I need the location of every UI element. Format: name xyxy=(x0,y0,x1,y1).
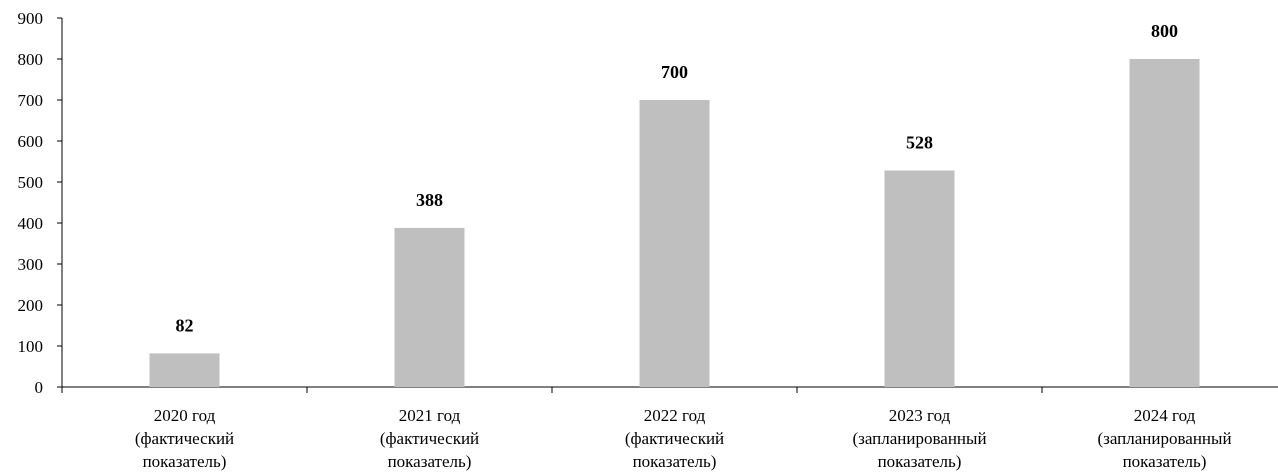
y-axis-ticks: 0 100 200 300 400 500 600 700 800 900 xyxy=(18,9,62,397)
data-label: 800 xyxy=(1151,21,1178,41)
category-label: 2020 год (фактический показатель) xyxy=(135,406,234,471)
y-tick-label: 0 xyxy=(35,378,44,397)
category-label-line: (фактический xyxy=(625,429,724,448)
data-labels-group: 82 388 700 528 800 xyxy=(176,21,1179,335)
category-label: 2023 год (запланированный показатель) xyxy=(852,406,986,471)
x-axis-ticks xyxy=(61,387,1043,393)
category-label: 2022 год (фактический показатель) xyxy=(625,406,724,471)
data-label: 82 xyxy=(176,315,194,335)
category-label-line: (фактический xyxy=(135,429,234,448)
y-tick-label: 800 xyxy=(18,50,44,69)
category-label: 2021 год (фактический показатель) xyxy=(380,406,479,471)
bars-group xyxy=(149,59,1200,387)
data-label: 700 xyxy=(661,62,688,82)
data-label: 388 xyxy=(416,190,443,210)
y-tick-label: 100 xyxy=(18,337,44,356)
category-label-line: 2021 год xyxy=(399,406,461,425)
category-label-line: показатель) xyxy=(388,452,472,471)
category-label-line: показатель) xyxy=(1123,452,1207,471)
bar xyxy=(149,353,220,387)
bar xyxy=(1129,59,1200,387)
y-tick-label: 200 xyxy=(18,296,44,315)
category-label: 2024 год (запланированный показатель) xyxy=(1097,406,1231,471)
category-labels-group: 2020 год (фактический показатель) 2021 год (… xyxy=(135,406,1232,471)
data-label: 528 xyxy=(906,133,933,153)
category-label-line: (фактический xyxy=(380,429,479,448)
bar xyxy=(639,100,710,387)
category-label-line: 2024 год xyxy=(1134,406,1196,425)
y-tick-label: 900 xyxy=(18,9,44,28)
y-tick-label: 300 xyxy=(18,255,44,274)
category-label-line: показатель) xyxy=(878,452,962,471)
y-tick-label: 400 xyxy=(18,214,44,233)
category-label-line: 2020 год xyxy=(154,406,216,425)
y-tick-label: 700 xyxy=(18,91,44,110)
bar xyxy=(884,170,955,387)
category-label-line: показатель) xyxy=(633,452,717,471)
category-label-line: 2022 год xyxy=(644,406,706,425)
y-tick-label: 600 xyxy=(18,132,44,151)
category-label-line: (запланированный xyxy=(1097,429,1231,448)
category-label-line: (запланированный xyxy=(852,429,986,448)
bar xyxy=(394,227,465,387)
category-label-line: показатель) xyxy=(143,452,227,471)
y-tick-label: 500 xyxy=(18,173,44,192)
category-label-line: 2023 год xyxy=(889,406,951,425)
